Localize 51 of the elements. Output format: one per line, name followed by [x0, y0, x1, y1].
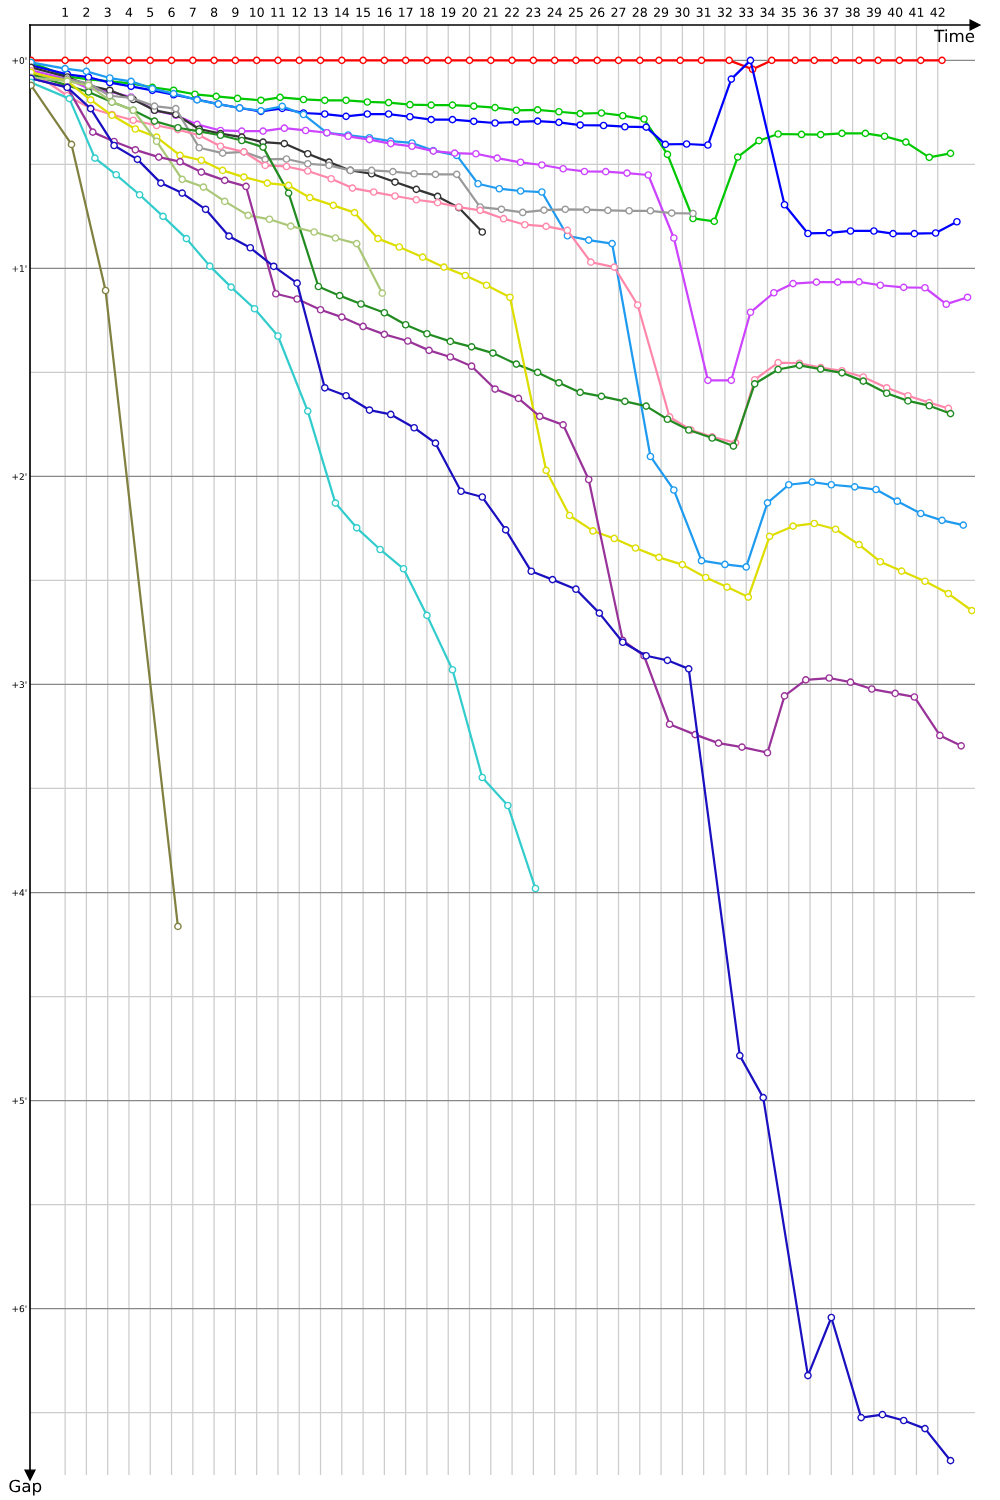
- x-tick-label: 31: [696, 7, 711, 18]
- x-axis-title: Time: [934, 29, 975, 43]
- x-tick-label: 26: [590, 7, 605, 18]
- x-tick-label: 30: [675, 7, 690, 18]
- x-tick-label: 35: [781, 7, 796, 18]
- x-tick-label: 34: [760, 7, 775, 18]
- y-axis-title: Gap: [9, 1479, 42, 1496]
- x-tick-label: 39: [866, 7, 881, 18]
- x-tick-label: 6: [168, 7, 175, 18]
- y-tick-label: +5': [12, 1097, 27, 1105]
- x-tick-label: 18: [420, 7, 435, 18]
- x-tick-label: 5: [147, 7, 154, 18]
- x-tick-label: 3: [104, 7, 111, 18]
- x-tick-label: 42: [930, 7, 945, 17]
- x-tick-label: 4: [125, 7, 133, 17]
- x-tick-label: 9: [232, 7, 239, 18]
- x-tick-label: 19: [441, 7, 456, 18]
- x-tick-label: 41: [909, 7, 924, 17]
- y-tick-label: +3': [12, 681, 27, 689]
- x-tick-label: 1: [62, 7, 68, 17]
- x-tick-label: 16: [377, 7, 392, 18]
- x-tick-label: 12: [292, 7, 306, 17]
- x-tick-label: 28: [632, 7, 647, 18]
- y-tick-label: +2': [12, 473, 27, 480]
- y-tick-label: +0': [12, 57, 27, 64]
- x-tick-label: 7: [189, 7, 196, 17]
- x-tick-label: 36: [803, 7, 818, 18]
- x-tick-label: 38: [845, 7, 860, 18]
- x-tick-label: 33: [739, 7, 754, 18]
- x-tick-label: 24: [547, 7, 562, 17]
- x-tick-label: 15: [356, 7, 370, 18]
- x-tick-label: 37: [824, 7, 839, 18]
- x-tick-label: 27: [611, 7, 626, 17]
- x-tick-label: 10: [250, 7, 264, 18]
- x-tick-label: 32: [717, 7, 732, 18]
- y-tick-label: +6': [12, 1305, 27, 1313]
- x-tick-label: 8: [210, 7, 218, 18]
- x-tick-label: 20: [462, 7, 477, 18]
- y-tick-label: +4': [12, 889, 27, 896]
- x-tick-label: 21: [483, 7, 498, 17]
- x-tick-label: 2: [83, 7, 90, 17]
- x-tick-label: 11: [271, 7, 285, 17]
- y-tick-label: +1': [12, 265, 27, 272]
- x-tick-label: 22: [505, 7, 519, 17]
- x-tick-label: 25: [568, 7, 583, 18]
- x-tick-label: 40: [887, 7, 903, 18]
- x-tick-label: 13: [313, 7, 328, 18]
- x-tick-label: 14: [335, 7, 350, 17]
- x-tick-label: 17: [399, 7, 413, 17]
- x-tick-label: 23: [526, 7, 541, 18]
- x-tick-label: 29: [654, 7, 669, 18]
